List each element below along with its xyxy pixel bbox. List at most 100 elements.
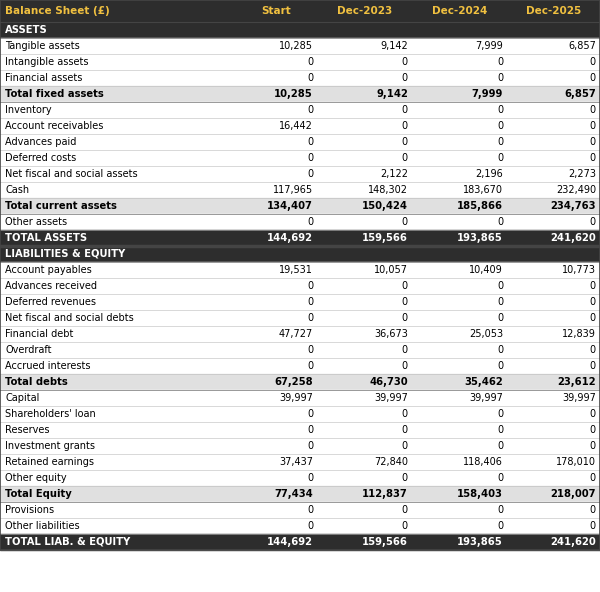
Text: Investment grants: Investment grants bbox=[5, 441, 95, 451]
Text: 0: 0 bbox=[497, 345, 503, 355]
Text: Total Equity: Total Equity bbox=[5, 489, 72, 499]
Text: 218,007: 218,007 bbox=[551, 489, 596, 499]
Bar bbox=[0, 470, 600, 486]
Text: 0: 0 bbox=[402, 153, 408, 163]
Text: 0: 0 bbox=[307, 217, 313, 227]
Bar bbox=[0, 198, 600, 214]
Text: Inventory: Inventory bbox=[5, 105, 52, 115]
Text: Provisions: Provisions bbox=[5, 505, 54, 515]
Bar bbox=[0, 534, 600, 550]
Bar bbox=[0, 118, 600, 134]
Text: 0: 0 bbox=[590, 425, 596, 435]
Bar bbox=[0, 438, 600, 454]
Text: 144,692: 144,692 bbox=[267, 537, 313, 547]
Text: Other assets: Other assets bbox=[5, 217, 67, 227]
Text: Advances paid: Advances paid bbox=[5, 137, 76, 147]
Text: 0: 0 bbox=[590, 441, 596, 451]
Text: 36,673: 36,673 bbox=[374, 329, 408, 339]
Text: 0: 0 bbox=[497, 153, 503, 163]
Text: 0: 0 bbox=[590, 105, 596, 115]
Bar bbox=[0, 326, 600, 342]
Text: 19,531: 19,531 bbox=[279, 265, 313, 275]
Text: 0: 0 bbox=[402, 281, 408, 291]
Text: 9,142: 9,142 bbox=[376, 89, 408, 99]
Text: 10,409: 10,409 bbox=[469, 265, 503, 275]
Text: Other equity: Other equity bbox=[5, 473, 67, 483]
Bar bbox=[0, 246, 600, 262]
Text: 0: 0 bbox=[307, 425, 313, 435]
Text: TOTAL LIAB. & EQUITY: TOTAL LIAB. & EQUITY bbox=[5, 537, 130, 547]
Bar bbox=[0, 358, 600, 374]
Text: 0: 0 bbox=[402, 505, 408, 515]
Bar bbox=[0, 422, 600, 438]
Text: 0: 0 bbox=[590, 473, 596, 483]
Bar bbox=[0, 294, 600, 310]
Text: 0: 0 bbox=[497, 361, 503, 371]
Text: 2,273: 2,273 bbox=[568, 169, 596, 179]
Text: 0: 0 bbox=[590, 217, 596, 227]
Bar bbox=[0, 518, 600, 534]
Text: 0: 0 bbox=[307, 57, 313, 67]
Text: Reserves: Reserves bbox=[5, 425, 49, 435]
Text: 0: 0 bbox=[497, 521, 503, 531]
Text: Deferred costs: Deferred costs bbox=[5, 153, 76, 163]
Text: 117,965: 117,965 bbox=[273, 185, 313, 195]
Bar bbox=[0, 70, 600, 86]
Text: 0: 0 bbox=[402, 409, 408, 419]
Text: 39,997: 39,997 bbox=[562, 393, 596, 403]
Text: 0: 0 bbox=[402, 73, 408, 83]
Text: 72,840: 72,840 bbox=[374, 457, 408, 467]
Bar bbox=[0, 406, 600, 422]
Bar bbox=[0, 390, 600, 406]
Text: 0: 0 bbox=[590, 297, 596, 307]
Text: 241,620: 241,620 bbox=[550, 537, 596, 547]
Bar bbox=[0, 182, 600, 198]
Text: Financial debt: Financial debt bbox=[5, 329, 73, 339]
Bar bbox=[0, 38, 600, 54]
Text: 0: 0 bbox=[497, 137, 503, 147]
Bar bbox=[0, 150, 600, 166]
Text: 0: 0 bbox=[307, 505, 313, 515]
Text: 0: 0 bbox=[590, 361, 596, 371]
Text: 0: 0 bbox=[307, 73, 313, 83]
Bar bbox=[0, 262, 600, 278]
Text: 0: 0 bbox=[307, 137, 313, 147]
Text: 10,773: 10,773 bbox=[562, 265, 596, 275]
Bar bbox=[0, 214, 600, 230]
Text: Advances received: Advances received bbox=[5, 281, 97, 291]
Text: 134,407: 134,407 bbox=[267, 201, 313, 211]
Text: 9,142: 9,142 bbox=[380, 41, 408, 51]
Text: 77,434: 77,434 bbox=[274, 489, 313, 499]
Text: 193,865: 193,865 bbox=[457, 233, 503, 243]
Text: 148,302: 148,302 bbox=[368, 185, 408, 195]
Text: 25,053: 25,053 bbox=[469, 329, 503, 339]
Text: Deferred revenues: Deferred revenues bbox=[5, 297, 96, 307]
Text: 0: 0 bbox=[402, 57, 408, 67]
Text: 0: 0 bbox=[590, 521, 596, 531]
Text: 0: 0 bbox=[402, 425, 408, 435]
Text: Capital: Capital bbox=[5, 393, 40, 403]
Text: 0: 0 bbox=[307, 409, 313, 419]
Text: 10,285: 10,285 bbox=[279, 41, 313, 51]
Bar bbox=[0, 454, 600, 470]
Text: Dec-2023: Dec-2023 bbox=[337, 6, 392, 16]
Text: 47,727: 47,727 bbox=[279, 329, 313, 339]
Text: 0: 0 bbox=[307, 313, 313, 323]
Bar bbox=[0, 310, 600, 326]
Text: 0: 0 bbox=[497, 297, 503, 307]
Text: 37,437: 37,437 bbox=[279, 457, 313, 467]
Bar bbox=[0, 230, 600, 246]
Text: 39,997: 39,997 bbox=[374, 393, 408, 403]
Text: 0: 0 bbox=[497, 409, 503, 419]
Text: Intangible assets: Intangible assets bbox=[5, 57, 89, 67]
Text: 10,057: 10,057 bbox=[374, 265, 408, 275]
Text: 0: 0 bbox=[307, 297, 313, 307]
Bar bbox=[0, 86, 600, 102]
Text: 0: 0 bbox=[590, 505, 596, 515]
Text: Total fixed assets: Total fixed assets bbox=[5, 89, 104, 99]
Text: 0: 0 bbox=[307, 521, 313, 531]
Text: Net fiscal and social debts: Net fiscal and social debts bbox=[5, 313, 134, 323]
Text: 7,999: 7,999 bbox=[472, 89, 503, 99]
Text: 193,865: 193,865 bbox=[457, 537, 503, 547]
Bar bbox=[0, 54, 600, 70]
